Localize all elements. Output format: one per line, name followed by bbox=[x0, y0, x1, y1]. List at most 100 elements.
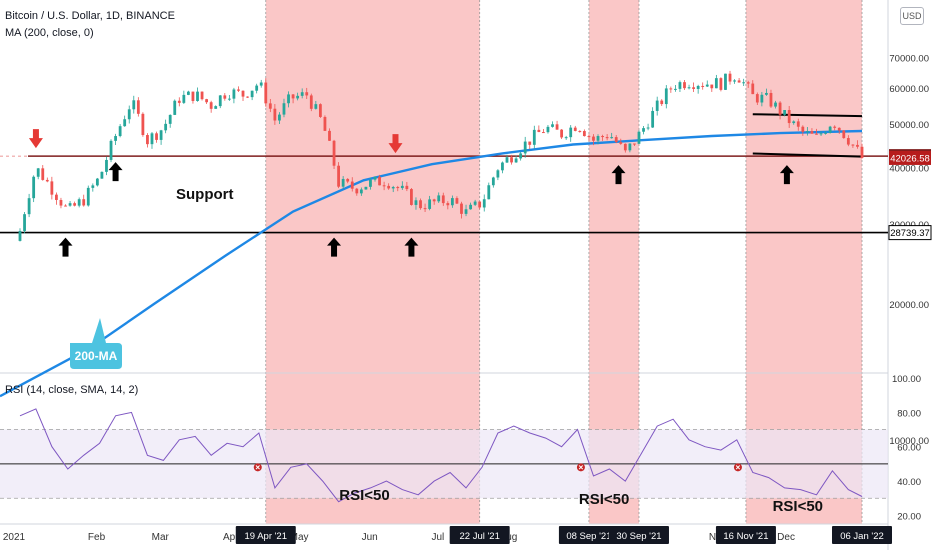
candle bbox=[487, 182, 491, 200]
price-tick-label: 50000.00 bbox=[889, 120, 929, 131]
candle bbox=[350, 177, 354, 192]
time-axis-label: Apr bbox=[223, 532, 239, 543]
candle bbox=[105, 156, 108, 176]
date-marker-bg bbox=[832, 526, 892, 544]
candle bbox=[196, 87, 199, 102]
candle-body bbox=[491, 177, 495, 186]
candle-body bbox=[141, 113, 145, 136]
candle-body bbox=[783, 110, 787, 115]
rsi-cross-x bbox=[255, 465, 260, 470]
candle-body bbox=[851, 144, 855, 146]
candle bbox=[701, 82, 705, 90]
price-tick-label: 10000.00 bbox=[889, 436, 929, 447]
candle bbox=[146, 133, 149, 148]
candle-body bbox=[100, 171, 104, 179]
candle bbox=[218, 94, 222, 109]
candle-body bbox=[746, 82, 750, 84]
candle bbox=[318, 103, 322, 118]
candle-body bbox=[514, 158, 518, 163]
candle bbox=[200, 91, 204, 101]
candle bbox=[801, 125, 805, 136]
candle bbox=[742, 78, 746, 86]
candle bbox=[824, 131, 827, 135]
candle-body bbox=[359, 189, 363, 194]
candle bbox=[55, 192, 58, 205]
candle-body bbox=[828, 126, 832, 133]
candle-body bbox=[614, 137, 618, 143]
candle bbox=[714, 74, 718, 89]
candle bbox=[428, 195, 432, 211]
candle bbox=[68, 201, 72, 207]
candle bbox=[36, 167, 40, 180]
date-marker-bg bbox=[558, 526, 619, 544]
candle-body bbox=[223, 95, 227, 99]
candle bbox=[241, 90, 245, 101]
time-axis-label: Jul bbox=[431, 532, 444, 543]
candle bbox=[746, 80, 750, 88]
candle-body bbox=[619, 142, 623, 144]
rsi-note-0: RSI<50 bbox=[339, 487, 389, 504]
candle-body bbox=[455, 198, 459, 204]
candle-body bbox=[27, 198, 31, 215]
candle-body bbox=[369, 179, 372, 187]
candle-body bbox=[341, 178, 345, 187]
candle bbox=[159, 129, 163, 145]
candle bbox=[355, 187, 359, 196]
candle bbox=[769, 89, 773, 109]
candle bbox=[305, 87, 309, 100]
candle-body bbox=[291, 94, 295, 99]
candle-body bbox=[560, 129, 564, 138]
rsi-indicator-label[interactable]: RSI (14, close, SMA, 14, 2) bbox=[5, 384, 139, 396]
date-marker: 08 Sep '21 bbox=[558, 526, 619, 544]
candle bbox=[528, 141, 532, 150]
candle-body bbox=[214, 106, 218, 109]
candle bbox=[628, 143, 632, 153]
candle-body bbox=[737, 80, 741, 83]
candle-body bbox=[23, 214, 26, 231]
candle-body bbox=[610, 137, 614, 139]
candle-body bbox=[669, 88, 673, 90]
candle-body bbox=[323, 116, 327, 131]
candle bbox=[460, 201, 463, 219]
candle-body bbox=[273, 108, 277, 121]
candle-body bbox=[760, 94, 764, 103]
date-marker: 16 Nov '21 bbox=[715, 526, 776, 544]
support-arrow-2 bbox=[58, 237, 73, 257]
candle bbox=[168, 114, 172, 128]
candle-body bbox=[728, 73, 732, 82]
candle-body bbox=[846, 138, 850, 145]
candle-body bbox=[628, 143, 632, 151]
candle-body bbox=[232, 89, 236, 99]
candle-body bbox=[824, 132, 827, 134]
candle bbox=[496, 169, 500, 181]
candle bbox=[205, 98, 209, 104]
candle-body bbox=[755, 94, 759, 103]
candle-body bbox=[437, 195, 441, 202]
candle-body bbox=[450, 198, 454, 206]
candle-body bbox=[59, 199, 63, 206]
candle bbox=[856, 140, 859, 149]
candle-body bbox=[205, 99, 209, 103]
candle bbox=[760, 91, 764, 107]
time-axis-label: Dec bbox=[777, 532, 795, 543]
candle bbox=[323, 115, 327, 131]
candle bbox=[587, 134, 591, 141]
candle-body bbox=[155, 133, 158, 140]
candle-body bbox=[237, 89, 240, 91]
candle-body bbox=[187, 91, 190, 95]
candle-body bbox=[573, 127, 577, 131]
currency-button[interactable]: USD bbox=[900, 7, 924, 25]
candle-body bbox=[132, 100, 136, 110]
candle bbox=[546, 125, 550, 134]
candle bbox=[828, 125, 832, 134]
candle-body bbox=[778, 102, 782, 115]
candle-body bbox=[637, 131, 641, 144]
candle-body bbox=[833, 126, 837, 128]
candle bbox=[291, 94, 295, 104]
candle-body bbox=[123, 119, 127, 127]
candle-body bbox=[410, 189, 413, 205]
candle-body bbox=[55, 194, 58, 200]
ma-indicator-label[interactable]: MA (200, close, 0) bbox=[5, 27, 94, 39]
candle-body bbox=[664, 88, 668, 105]
candle-body bbox=[441, 195, 445, 204]
